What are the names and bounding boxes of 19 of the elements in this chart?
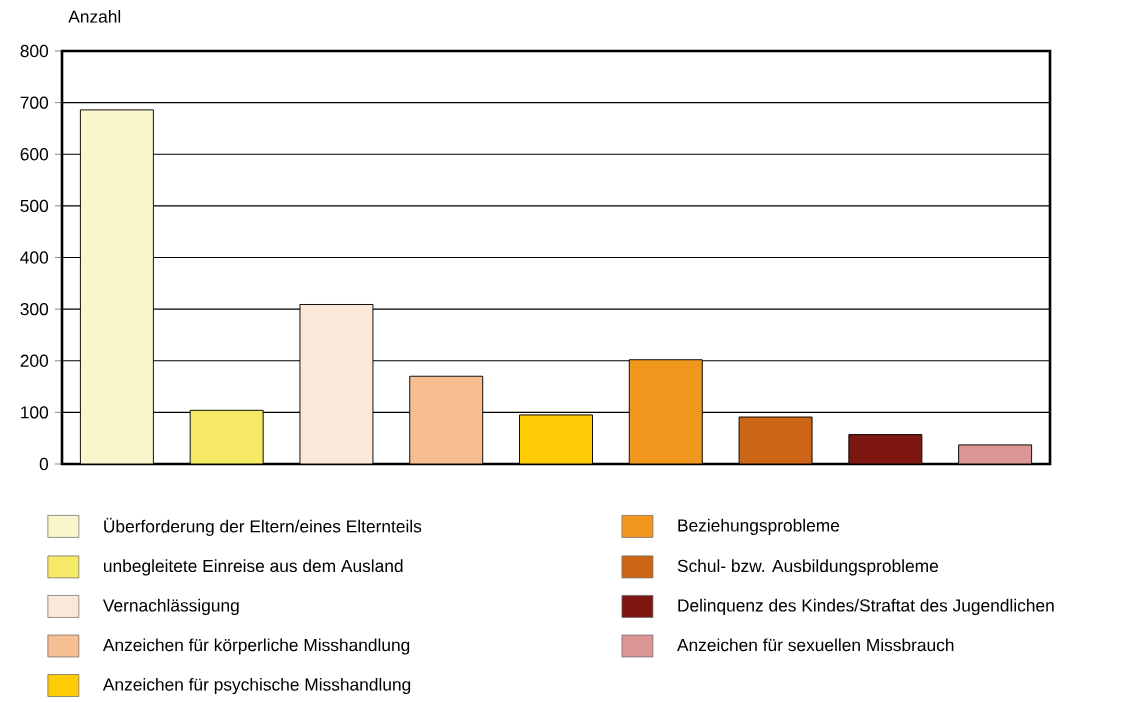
y-tick-label: 500 — [20, 199, 49, 213]
y-tick-label: 800 — [20, 44, 49, 58]
legend-label: Anzeichen für psychische Misshandlung — [102, 677, 411, 695]
y-tick-label: 0 — [39, 457, 49, 471]
legend-label: Überforderung der Eltern/eines Elternteils — [104, 517, 422, 536]
y-axis-title: Anzahl — [68, 10, 121, 23]
legend-label: Anzeichen für sexuellen Missbrauch — [677, 638, 954, 652]
y-tick-label: 600 — [20, 148, 49, 161]
y-tick-label: 400 — [20, 251, 49, 264]
legend-label: Beziehungsprobleme — [678, 518, 840, 535]
y-tick-label: 700 — [20, 96, 49, 109]
legend-label: unbegleitete Einreise aus dem Ausland — [104, 559, 403, 576]
legend-label: Schul- bzw. Ausbildungsprobleme — [677, 559, 938, 576]
y-tick-label: 200 — [20, 354, 49, 367]
y-tick-label: 100 — [21, 406, 49, 419]
legend-label: Delinquenz des Kindes/Straftat des Jugendlichen — [678, 598, 1054, 616]
legend-label: Vernachlässigung — [102, 598, 239, 616]
legend-label: Anzeichen für körperliche Misshandlung — [102, 638, 410, 655]
y-tick-label: 300 — [20, 302, 49, 316]
